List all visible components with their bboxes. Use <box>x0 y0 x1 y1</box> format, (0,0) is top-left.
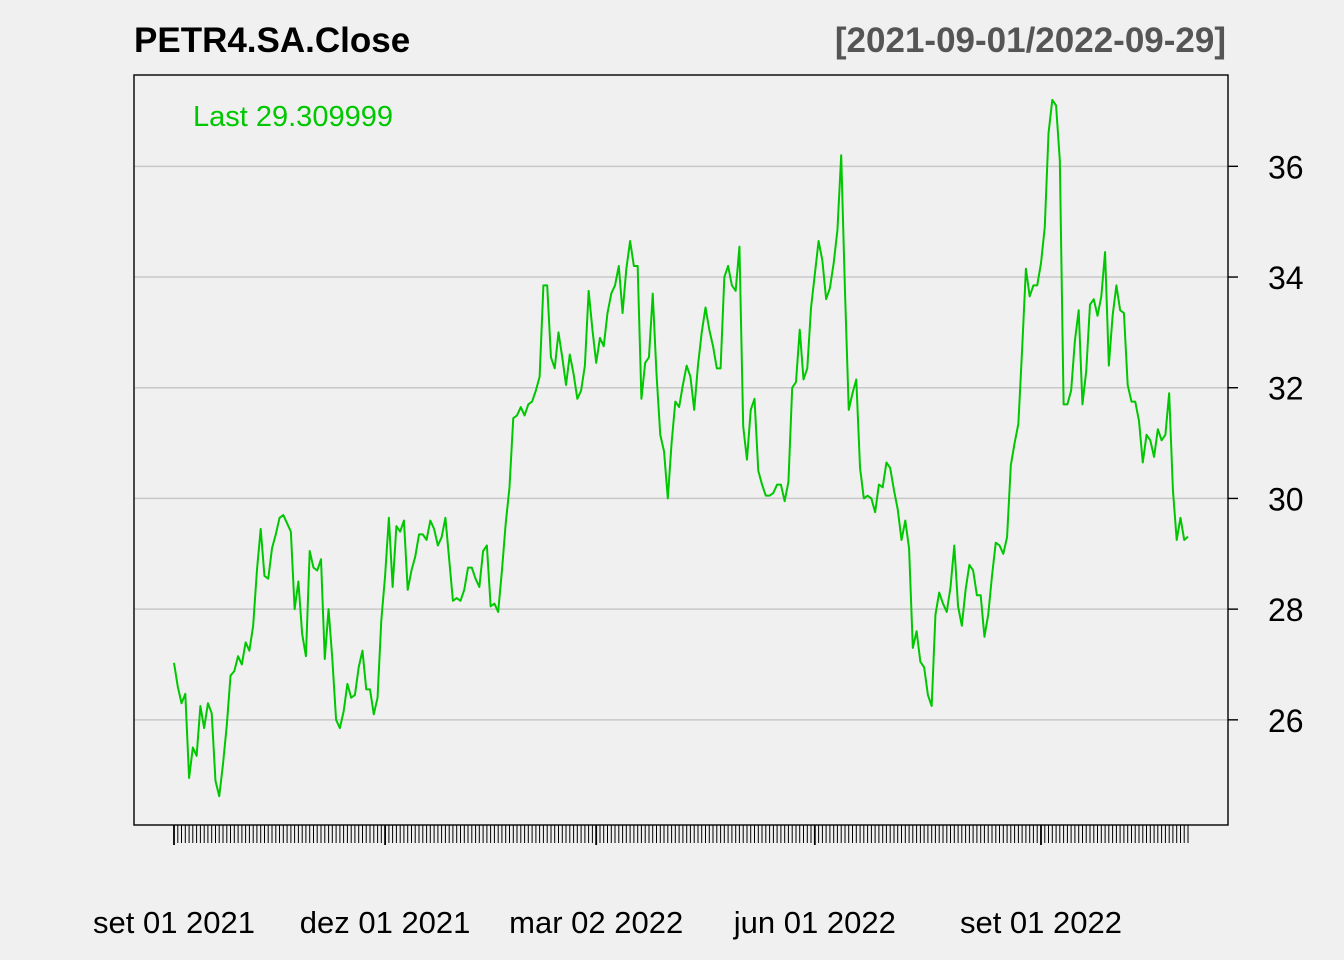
y-tick-label: 32 <box>1268 371 1304 407</box>
x-axis-minor-ticks <box>173 825 1189 843</box>
x-tick-label: set 01 2022 <box>960 905 1122 940</box>
series-line-close <box>173 98 1189 798</box>
last-value-label: Last 29.309999 <box>193 101 393 133</box>
date-range-label: [2021-09-01/2022-09-29] <box>835 21 1226 60</box>
y-tick-label: 26 <box>1268 703 1304 739</box>
y-tick-label: 30 <box>1268 481 1304 517</box>
chart-title: PETR4.SA.Close <box>134 21 410 60</box>
y-tick-label: 28 <box>1268 592 1304 628</box>
x-tick-label: dez 01 2021 <box>300 905 471 940</box>
y-tick-label: 36 <box>1268 149 1304 185</box>
grid <box>134 165 1228 721</box>
x-tick-label: set 01 2021 <box>93 905 255 940</box>
y-tick-label: 34 <box>1268 260 1304 296</box>
x-axis: set 01 2021 dez 01 2021 mar 02 2022 jun 01 … <box>93 825 1122 940</box>
plot-frame <box>133 74 1229 826</box>
y-axis: 26 28 30 32 34 36 <box>1228 149 1304 739</box>
x-tick-label: mar 02 2022 <box>509 905 683 940</box>
x-minor-ticks <box>173 825 1189 843</box>
x-tick-label: jun 01 2022 <box>733 905 896 940</box>
